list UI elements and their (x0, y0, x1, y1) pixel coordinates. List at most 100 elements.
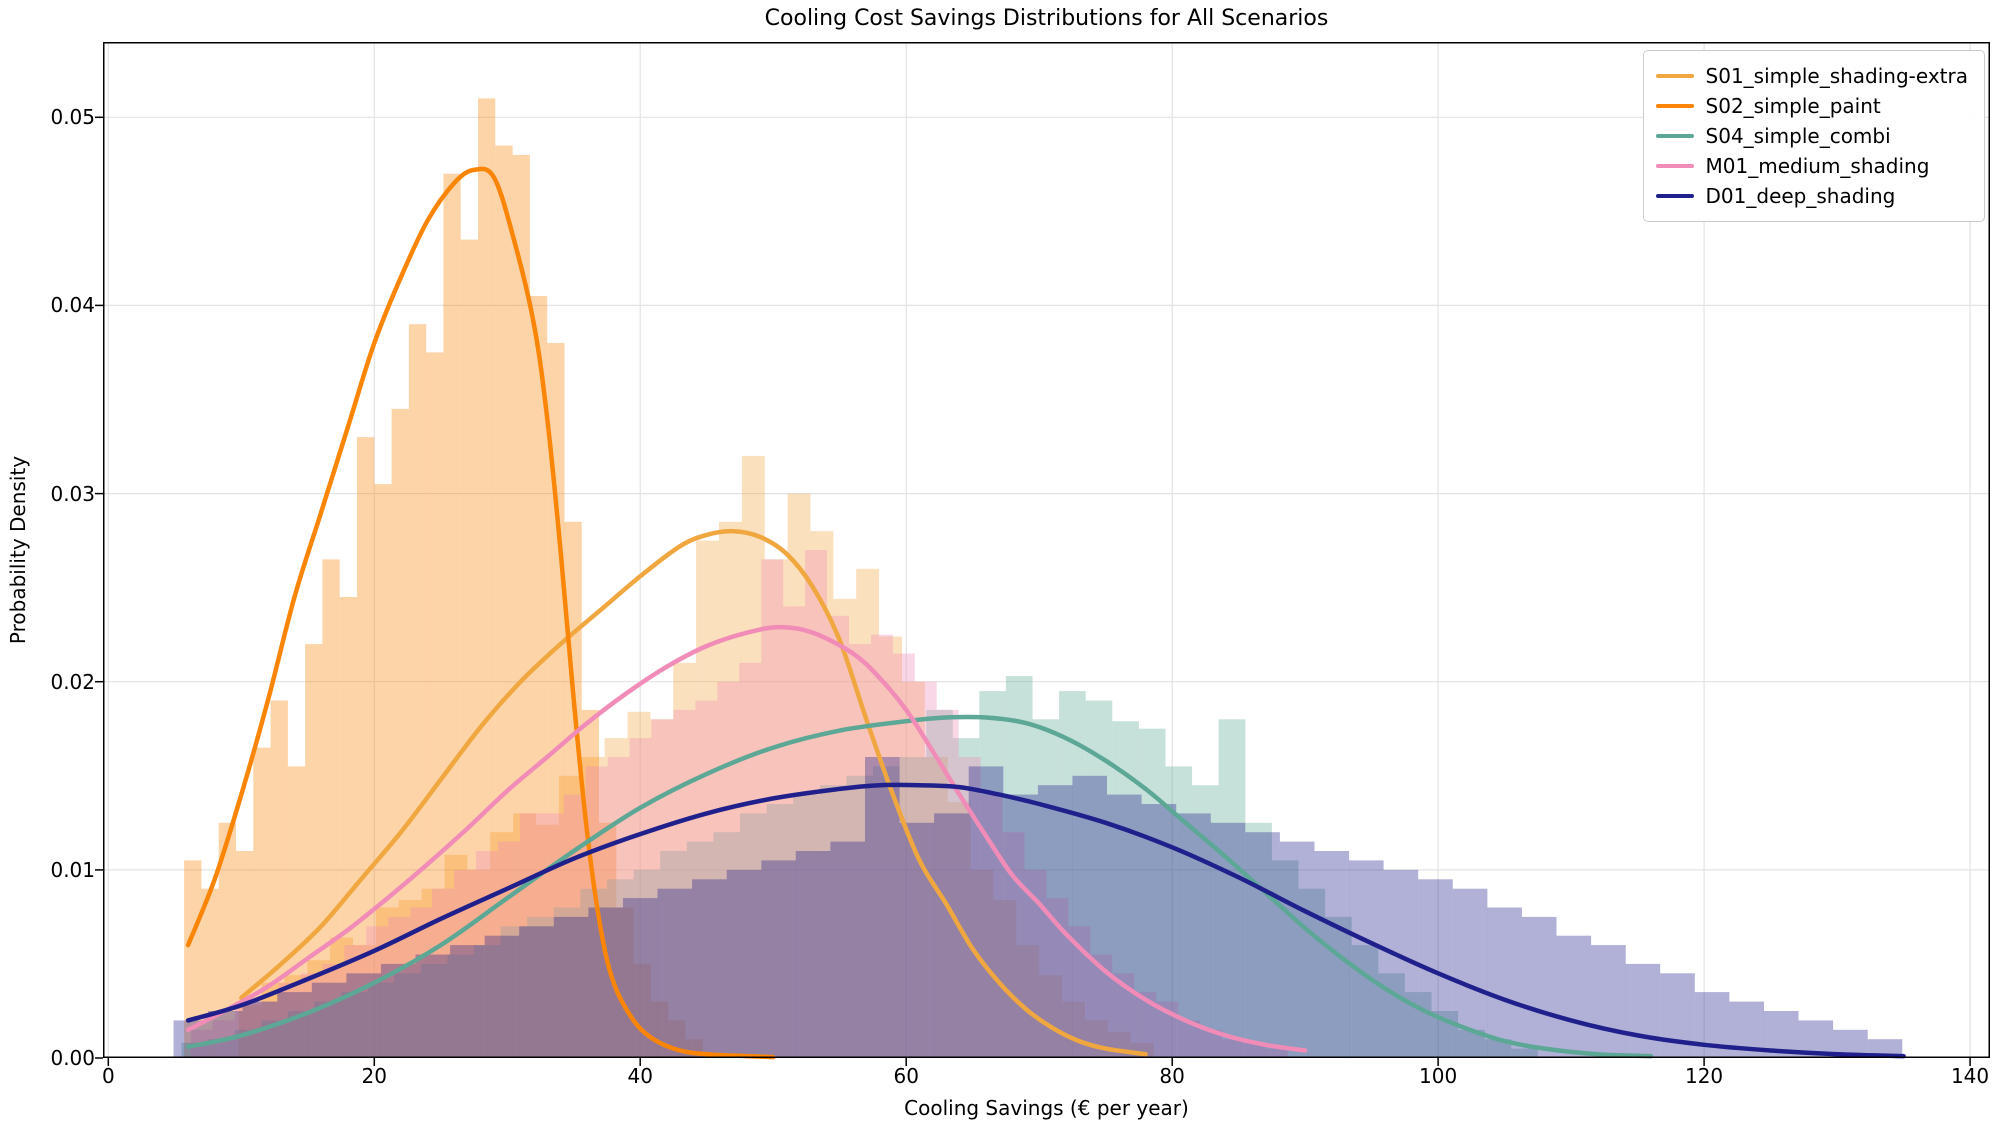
hist-bar (616, 907, 634, 1058)
hist-bar (1003, 794, 1038, 1058)
hist-bar (833, 598, 857, 1058)
x-tick-label: 20 (361, 1064, 387, 1088)
plot-border (103, 42, 1990, 1058)
hist-bar (764, 559, 788, 1058)
hist-bar (339, 597, 357, 1058)
hist-bar (696, 540, 719, 1058)
hist-bar (1210, 822, 1246, 1058)
hist-bar (761, 559, 784, 1058)
hist-bar (650, 719, 674, 1058)
legend-item-D01_deep_shading: D01_deep_shading (1655, 181, 1968, 211)
x-axis-label: Cooling Savings (€ per year) (904, 1096, 1189, 1120)
hist-bar (1314, 851, 1350, 1058)
hist-bar (495, 145, 513, 1058)
hist-bar (484, 935, 520, 1058)
hist-bar (873, 766, 900, 1058)
hist-bar (1245, 822, 1272, 1058)
hist-bar (527, 916, 554, 1058)
histogram-D01_deep_shading (173, 757, 1903, 1058)
hist-bar (692, 879, 727, 1058)
hist-bar (849, 644, 871, 1058)
hist-bar (184, 860, 202, 1058)
hist-bar (218, 822, 236, 1058)
y-tick-label: 0.01 (50, 857, 95, 882)
hist-bar (421, 888, 445, 1058)
hist-bar (819, 785, 847, 1058)
hist-bar (450, 945, 485, 1058)
hist-bar (447, 954, 474, 1058)
legend-swatch (1655, 74, 1694, 78)
hist-bar (717, 681, 740, 1058)
hist-bar (958, 757, 981, 1058)
hist-bar (500, 926, 528, 1058)
kde-curve-S04_simple_combi (185, 714, 1654, 1059)
hist-bar (1265, 1048, 1288, 1058)
hist-bar (581, 709, 599, 1058)
legend-item-S02_simple_paint: S02_simple_paint (1655, 91, 1968, 121)
hist-bar (344, 945, 367, 1058)
x-tick-label: 80 (1159, 1064, 1185, 1088)
hist-bar (398, 900, 422, 1058)
hist-bar (353, 945, 376, 1058)
hist-bar (374, 484, 392, 1059)
y-tick-label: 0.03 (50, 481, 95, 506)
chart-title: Cooling Cost Savings Distributions for A… (764, 6, 1329, 31)
hist-bar (553, 907, 581, 1058)
hist-bar (1200, 1029, 1222, 1058)
hist-bar (1062, 1001, 1085, 1058)
hist-bar (1218, 719, 1246, 1058)
y-tick-label: 0.00 (50, 1046, 95, 1070)
x-tick-label: 100 (1419, 1064, 1458, 1088)
y-tick-label: 0.05 (50, 105, 95, 130)
hist-bar (740, 813, 767, 1058)
hist-bar (261, 982, 285, 1058)
hist-bar (1521, 916, 1557, 1058)
hist-bar (783, 606, 806, 1058)
hist-bar (380, 963, 416, 1058)
hist-bar (357, 437, 375, 1059)
hist-bar (1059, 691, 1086, 1058)
legend-swatch (1655, 134, 1694, 138)
hist-bar (657, 888, 693, 1058)
hist-bar (253, 747, 271, 1058)
hist-bar (558, 775, 582, 1058)
hist-bar (1487, 907, 1522, 1058)
hist-bar (1046, 898, 1069, 1058)
hist-bar (311, 982, 347, 1058)
hist-bar (478, 98, 496, 1058)
legend-label: S02_simple_paint (1705, 94, 1881, 118)
hist-bar (460, 239, 478, 1059)
plot-canvas (95, 42, 1990, 1066)
legend-label: S04_simple_combi (1705, 124, 1891, 148)
hist-bar (547, 343, 565, 1058)
hist-bar (234, 1001, 257, 1058)
hist-bar (426, 352, 444, 1058)
y-tick-label: 0.04 (50, 293, 95, 318)
hist-bar (314, 1001, 341, 1058)
hist-bar (1591, 945, 1626, 1058)
hist-bar (322, 559, 340, 1058)
hist-bar (541, 813, 564, 1058)
hist-bar (899, 757, 927, 1058)
hist-bar (410, 907, 433, 1058)
hist-bar (673, 709, 696, 1058)
hist-bar (899, 822, 935, 1058)
hist-bar (1625, 963, 1661, 1058)
hist-bar (1245, 832, 1280, 1058)
hist-bar (529, 296, 548, 1058)
histogram-S04_simple_combi (181, 676, 1538, 1058)
hist-bar (979, 691, 1006, 1058)
hist-bar (519, 926, 554, 1058)
x-tick-label: 60 (893, 1064, 919, 1088)
legend-swatch (1655, 164, 1694, 168)
hist-bar (901, 681, 925, 1058)
hist-bar (830, 841, 865, 1058)
hist-bar (1112, 973, 1135, 1058)
histogram-S02_simple_paint (184, 98, 703, 1059)
hist-bar (1349, 860, 1384, 1058)
x-tick-label: 140 (1950, 1064, 1990, 1088)
hist-bar (513, 813, 536, 1058)
hist-bar (300, 973, 323, 1058)
plot-area (95, 42, 1990, 1066)
